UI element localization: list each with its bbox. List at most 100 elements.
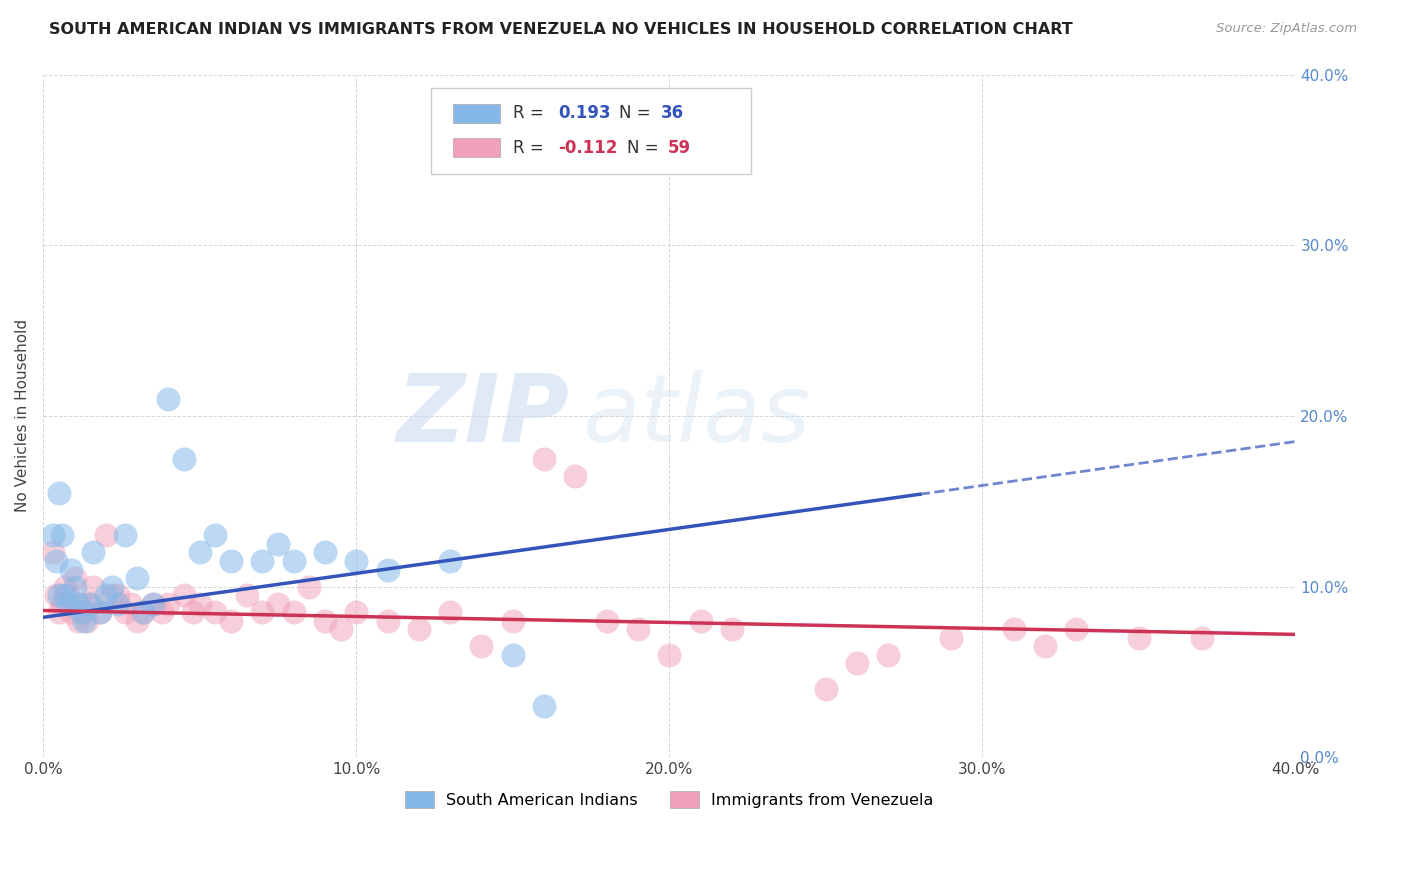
Point xyxy=(51,528,73,542)
Point xyxy=(60,605,83,619)
Point xyxy=(314,545,336,559)
Point xyxy=(502,614,524,628)
Point xyxy=(45,588,67,602)
Point xyxy=(219,614,242,628)
Point xyxy=(58,597,80,611)
Point xyxy=(627,622,650,636)
Point xyxy=(66,614,89,628)
Point xyxy=(183,605,205,619)
Point xyxy=(89,605,111,619)
Point xyxy=(267,537,290,551)
Point xyxy=(51,597,73,611)
Point xyxy=(114,605,136,619)
Point xyxy=(101,580,124,594)
FancyBboxPatch shape xyxy=(453,103,501,123)
Point xyxy=(63,571,86,585)
Point xyxy=(408,622,430,636)
Point xyxy=(502,648,524,662)
Text: N =: N = xyxy=(619,104,657,122)
Point xyxy=(173,588,195,602)
Point xyxy=(132,605,155,619)
Point xyxy=(377,562,399,576)
Point xyxy=(564,468,586,483)
Point xyxy=(204,528,226,542)
Point xyxy=(79,597,101,611)
Point xyxy=(41,545,63,559)
Text: SOUTH AMERICAN INDIAN VS IMMIGRANTS FROM VENEZUELA NO VEHICLES IN HOUSEHOLD CORR: SOUTH AMERICAN INDIAN VS IMMIGRANTS FROM… xyxy=(49,22,1073,37)
Point xyxy=(94,588,117,602)
Point xyxy=(79,597,101,611)
Point xyxy=(204,605,226,619)
Point xyxy=(157,392,180,406)
Text: atlas: atlas xyxy=(582,370,810,461)
Text: -0.112: -0.112 xyxy=(558,138,617,157)
Point xyxy=(298,580,321,594)
Point xyxy=(82,545,104,559)
Text: ZIP: ZIP xyxy=(396,370,569,462)
Point xyxy=(142,597,165,611)
Point xyxy=(689,614,711,628)
Point xyxy=(73,614,96,628)
Text: 36: 36 xyxy=(661,104,683,122)
Point xyxy=(82,580,104,594)
Text: 59: 59 xyxy=(668,138,692,157)
Point xyxy=(63,580,86,594)
Point xyxy=(267,597,290,611)
Point xyxy=(533,699,555,714)
Point xyxy=(107,597,129,611)
Point xyxy=(439,554,461,568)
Point xyxy=(939,631,962,645)
Point xyxy=(470,640,492,654)
Point xyxy=(76,614,98,628)
Y-axis label: No Vehicles in Household: No Vehicles in Household xyxy=(15,319,30,513)
Point xyxy=(45,554,67,568)
Point xyxy=(132,605,155,619)
Point xyxy=(127,571,149,585)
Point xyxy=(150,605,173,619)
Point xyxy=(314,614,336,628)
Point xyxy=(53,588,76,602)
Text: R =: R = xyxy=(513,138,548,157)
Point xyxy=(53,580,76,594)
FancyBboxPatch shape xyxy=(453,138,501,157)
Point xyxy=(344,554,367,568)
Point xyxy=(283,605,305,619)
Point xyxy=(48,605,70,619)
Point xyxy=(107,588,129,602)
Point xyxy=(219,554,242,568)
Point xyxy=(60,562,83,576)
Point xyxy=(101,588,124,602)
Point xyxy=(48,588,70,602)
Point xyxy=(89,605,111,619)
Point xyxy=(1066,622,1088,636)
FancyBboxPatch shape xyxy=(432,88,751,174)
Point xyxy=(877,648,900,662)
Point xyxy=(439,605,461,619)
Point xyxy=(127,614,149,628)
Point xyxy=(73,605,96,619)
Point xyxy=(377,614,399,628)
Point xyxy=(344,605,367,619)
Point xyxy=(142,597,165,611)
Point xyxy=(533,451,555,466)
Point xyxy=(721,622,744,636)
Text: 0.193: 0.193 xyxy=(558,104,610,122)
Point xyxy=(94,528,117,542)
Point xyxy=(188,597,211,611)
Point xyxy=(48,485,70,500)
Point xyxy=(58,588,80,602)
Legend: South American Indians, Immigrants from Venezuela: South American Indians, Immigrants from … xyxy=(398,785,941,814)
Point xyxy=(66,597,89,611)
Point xyxy=(1128,631,1150,645)
Text: R =: R = xyxy=(513,104,548,122)
Point xyxy=(1033,640,1056,654)
Point xyxy=(596,614,619,628)
Point xyxy=(1191,631,1213,645)
Point xyxy=(235,588,257,602)
Text: N =: N = xyxy=(627,138,664,157)
Point xyxy=(329,622,352,636)
Point xyxy=(283,554,305,568)
Point xyxy=(114,528,136,542)
Point xyxy=(173,451,195,466)
Point xyxy=(188,545,211,559)
